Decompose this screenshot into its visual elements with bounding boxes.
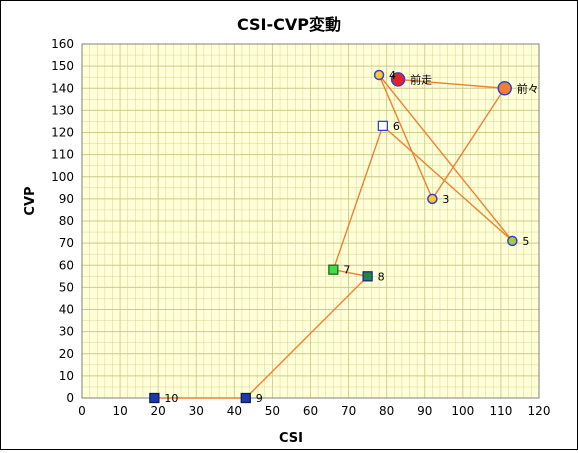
data-point-marker	[373, 69, 385, 81]
data-point-marker	[149, 392, 160, 404]
y-tick-label: 100	[51, 170, 74, 184]
data-point-marker	[377, 120, 389, 132]
x-tick-label: 90	[417, 404, 432, 418]
data-point-label: 4	[389, 69, 396, 82]
data-point-label: 前々	[517, 81, 539, 95]
x-tick-label: 100	[451, 404, 474, 418]
x-tick-label: 10	[112, 404, 127, 418]
x-tick-label: 40	[227, 404, 242, 418]
y-tick-label: 0	[66, 391, 74, 405]
data-point-marker	[328, 264, 339, 275]
y-tick-label: 130	[51, 103, 74, 117]
x-axis-label: CSI	[279, 431, 303, 446]
series-line	[154, 74, 513, 399]
y-tick-label: 80	[59, 214, 74, 228]
data-point-label: 3	[442, 193, 449, 206]
y-tick-label: 50	[59, 280, 74, 294]
x-tick-label: 120	[528, 404, 551, 418]
data-point-label: 6	[393, 120, 400, 133]
y-tick-label: 90	[59, 192, 74, 206]
series-path	[154, 74, 513, 399]
data-point-label: 9	[256, 392, 263, 405]
data-point-marker	[240, 392, 251, 404]
plot-border	[81, 43, 540, 399]
y-tick-label: 120	[51, 126, 74, 140]
data-point-marker	[427, 193, 438, 205]
data-point-label: 10	[164, 392, 178, 405]
axis-ticks: 0 10 20 30 40 50 60 70 80 90 100 110 120010203040506…	[51, 37, 550, 418]
chart-title: CSI-CVP変動	[237, 15, 341, 34]
y-tick-label: 70	[59, 236, 74, 250]
data-point-marker	[362, 271, 373, 282]
y-tick-label: 10	[59, 369, 74, 383]
y-tick-label: 110	[51, 148, 74, 162]
x-tick-label: 0	[78, 404, 86, 418]
data-point-label: 8	[378, 270, 385, 283]
y-axis-label: CVP	[23, 186, 38, 215]
grid	[81, 43, 540, 399]
y-tick-label: 140	[51, 81, 74, 95]
y-tick-label: 30	[59, 325, 74, 339]
x-tick-label: 20	[151, 404, 166, 418]
x-tick-label: 60	[303, 404, 318, 418]
data-point-marker	[507, 235, 518, 247]
data-points	[149, 69, 518, 404]
y-tick-label: 160	[51, 37, 74, 51]
y-tick-label: 60	[59, 258, 74, 272]
data-point-marker	[497, 81, 512, 96]
x-tick-label: 50	[265, 404, 280, 418]
x-tick-label: 80	[379, 404, 394, 418]
y-tick-label: 20	[59, 347, 74, 361]
data-point-marker	[390, 72, 406, 87]
x-tick-label: 110	[489, 404, 512, 418]
data-point-label: 7	[343, 264, 350, 277]
x-tick-label: 30	[189, 404, 204, 418]
data-point-label: 5	[522, 235, 529, 248]
y-tick-label: 150	[51, 59, 74, 73]
y-tick-label: 40	[59, 303, 74, 317]
data-point-label: 前走	[410, 72, 432, 86]
x-tick-label: 70	[341, 404, 356, 418]
